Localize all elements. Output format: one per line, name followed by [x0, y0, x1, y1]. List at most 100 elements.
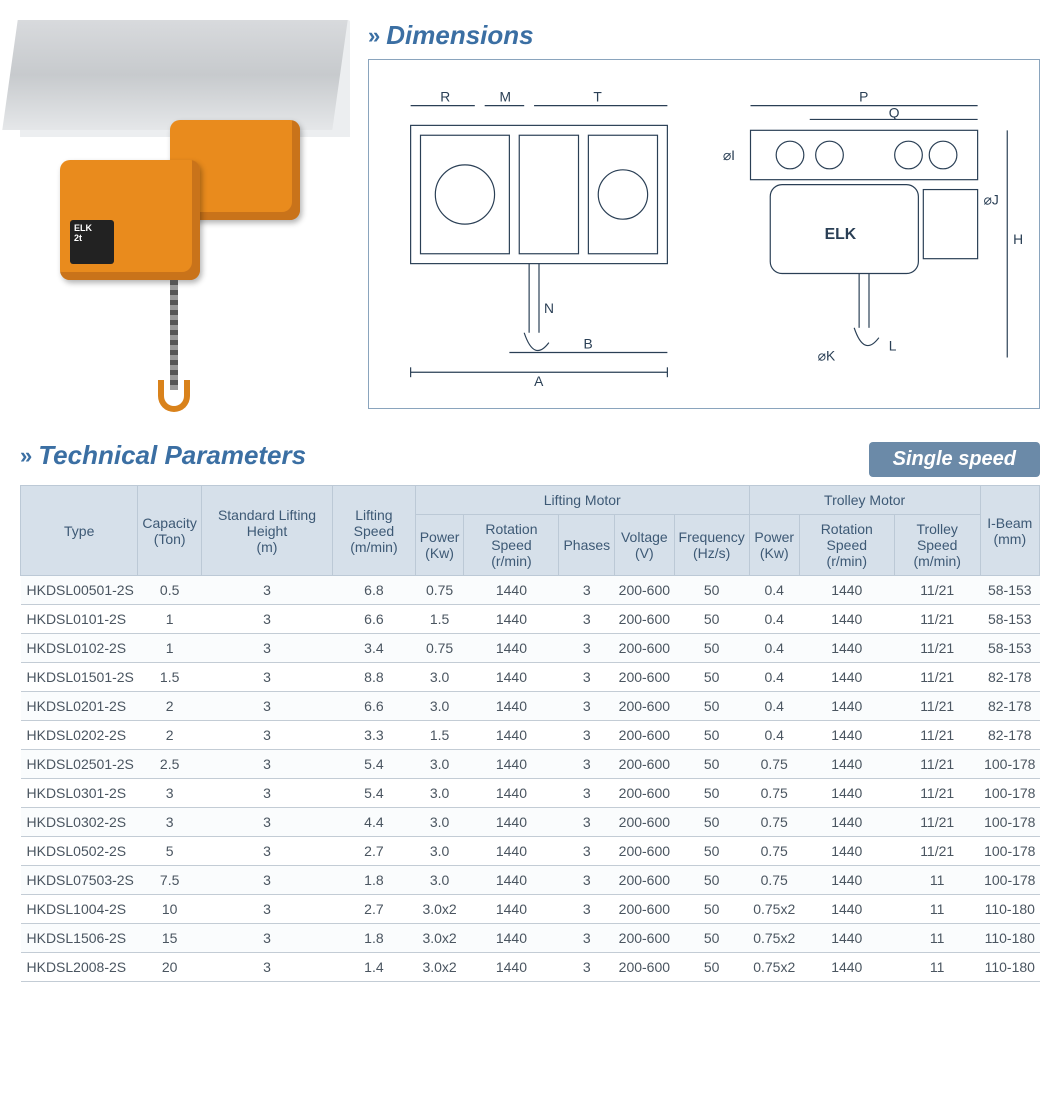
table-cell: 50 [674, 750, 749, 779]
dim-label-J: ⌀J [984, 191, 999, 207]
col-trot: Rotation Speed(r/min) [799, 515, 894, 576]
col-phases: Phases [559, 515, 615, 576]
table-cell: 8.8 [333, 663, 416, 692]
table-cell: 3.0 [415, 779, 464, 808]
table-cell: 200-600 [615, 663, 674, 692]
table-cell: 200-600 [615, 837, 674, 866]
table-cell: 1440 [464, 866, 559, 895]
table-cell: 3 [201, 808, 332, 837]
table-cell: HKDSL0102-2S [21, 634, 138, 663]
table-cell: HKDSL0502-2S [21, 837, 138, 866]
table-cell: HKDSL0101-2S [21, 605, 138, 634]
table-cell: 3 [559, 779, 615, 808]
table-cell: 11 [894, 924, 980, 953]
table-cell: 1440 [464, 837, 559, 866]
dim-label-Q: Q [889, 104, 900, 120]
table-cell: 1440 [799, 808, 894, 837]
table-cell: 0.75x2 [749, 924, 799, 953]
parameters-heading: » Technical Parameters [20, 440, 306, 471]
table-cell: 3 [559, 953, 615, 982]
table-row: HKDSL0301-2S335.43.014403200-600500.7514… [21, 779, 1040, 808]
table-cell: 3 [559, 750, 615, 779]
table-cell: 1.8 [333, 924, 416, 953]
table-cell: HKDSL2008-2S [21, 953, 138, 982]
table-cell: 1440 [464, 634, 559, 663]
table-cell: 2 [138, 721, 201, 750]
hoist-main-shape: ELK 2t [60, 160, 200, 280]
chain-shape [170, 280, 178, 390]
table-cell: 110-180 [980, 953, 1039, 982]
table-cell: 0.4 [749, 692, 799, 721]
table-row: HKDSL01501-2S1.538.83.014403200-600500.4… [21, 663, 1040, 692]
col-lrot: Rotation Speed(r/min) [464, 515, 559, 576]
table-cell: 1440 [799, 750, 894, 779]
table-cell: 50 [674, 692, 749, 721]
dim-label-N: N [544, 300, 554, 316]
table-cell: 110-180 [980, 895, 1039, 924]
table-cell: 11/21 [894, 808, 980, 837]
table-cell: HKDSL07503-2S [21, 866, 138, 895]
col-ibeam: I-Beam(mm) [980, 486, 1039, 576]
table-cell: 200-600 [615, 750, 674, 779]
table-cell: 200-600 [615, 808, 674, 837]
table-row: HKDSL2008-2S2031.43.0x214403200-600500.7… [21, 953, 1040, 982]
table-cell: 11/21 [894, 605, 980, 634]
table-cell: 5.4 [333, 779, 416, 808]
table-cell: 3.0 [415, 692, 464, 721]
table-cell: 100-178 [980, 779, 1039, 808]
table-cell: 11/21 [894, 634, 980, 663]
table-cell: 7.5 [138, 866, 201, 895]
table-cell: 3 [201, 924, 332, 953]
table-cell: 58-153 [980, 576, 1039, 605]
table-cell: 50 [674, 663, 749, 692]
table-cell: 5.4 [333, 750, 416, 779]
table-cell: 3 [201, 634, 332, 663]
table-cell: 58-153 [980, 605, 1039, 634]
table-cell: 3 [559, 663, 615, 692]
table-cell: 1440 [464, 779, 559, 808]
diagram-brand: ELK [825, 226, 857, 243]
table-cell: 3.0 [415, 663, 464, 692]
table-cell: 1.4 [333, 953, 416, 982]
table-cell: 0.75 [415, 576, 464, 605]
table-cell: 50 [674, 634, 749, 663]
table-cell: 0.4 [749, 576, 799, 605]
table-cell: HKDSL01501-2S [21, 663, 138, 692]
table-cell: 11/21 [894, 750, 980, 779]
col-freq: Frequency(Hz/s) [674, 515, 749, 576]
dim-label-K: ⌀K [818, 347, 836, 363]
table-cell: HKDSL0301-2S [21, 779, 138, 808]
table-cell: HKDSL1506-2S [21, 924, 138, 953]
table-cell: 0.75x2 [749, 895, 799, 924]
col-volt: Voltage(V) [615, 515, 674, 576]
colgroup-trolley: Trolley Motor [749, 486, 980, 515]
speed-badge: Single speed [869, 442, 1040, 477]
table-cell: 1440 [799, 779, 894, 808]
table-cell: 3.0 [415, 837, 464, 866]
table-row: HKDSL1004-2S1032.73.0x214403200-600500.7… [21, 895, 1040, 924]
table-cell: 1440 [464, 924, 559, 953]
table-cell: 50 [674, 779, 749, 808]
table-cell: 1440 [799, 895, 894, 924]
table-cell: 50 [674, 866, 749, 895]
table-cell: 3 [201, 837, 332, 866]
table-cell: 2.7 [333, 837, 416, 866]
table-cell: 0.4 [749, 721, 799, 750]
table-cell: 3.0 [415, 866, 464, 895]
table-cell: 3 [559, 866, 615, 895]
table-cell: 3.0x2 [415, 924, 464, 953]
table-cell: 1440 [464, 692, 559, 721]
table-cell: 50 [674, 837, 749, 866]
dimensions-column: » Dimensions [368, 20, 1040, 409]
table-cell: 200-600 [615, 895, 674, 924]
table-cell: 10 [138, 895, 201, 924]
col-height: Standard Lifting Height(m) [201, 486, 332, 576]
table-cell: 1.8 [333, 866, 416, 895]
table-cell: 3 [201, 779, 332, 808]
table-cell: 200-600 [615, 576, 674, 605]
product-photo: ELK 2t [20, 20, 350, 410]
table-cell: 110-180 [980, 924, 1039, 953]
table-cell: 11/21 [894, 779, 980, 808]
table-cell: 200-600 [615, 634, 674, 663]
table-cell: 1.5 [415, 721, 464, 750]
